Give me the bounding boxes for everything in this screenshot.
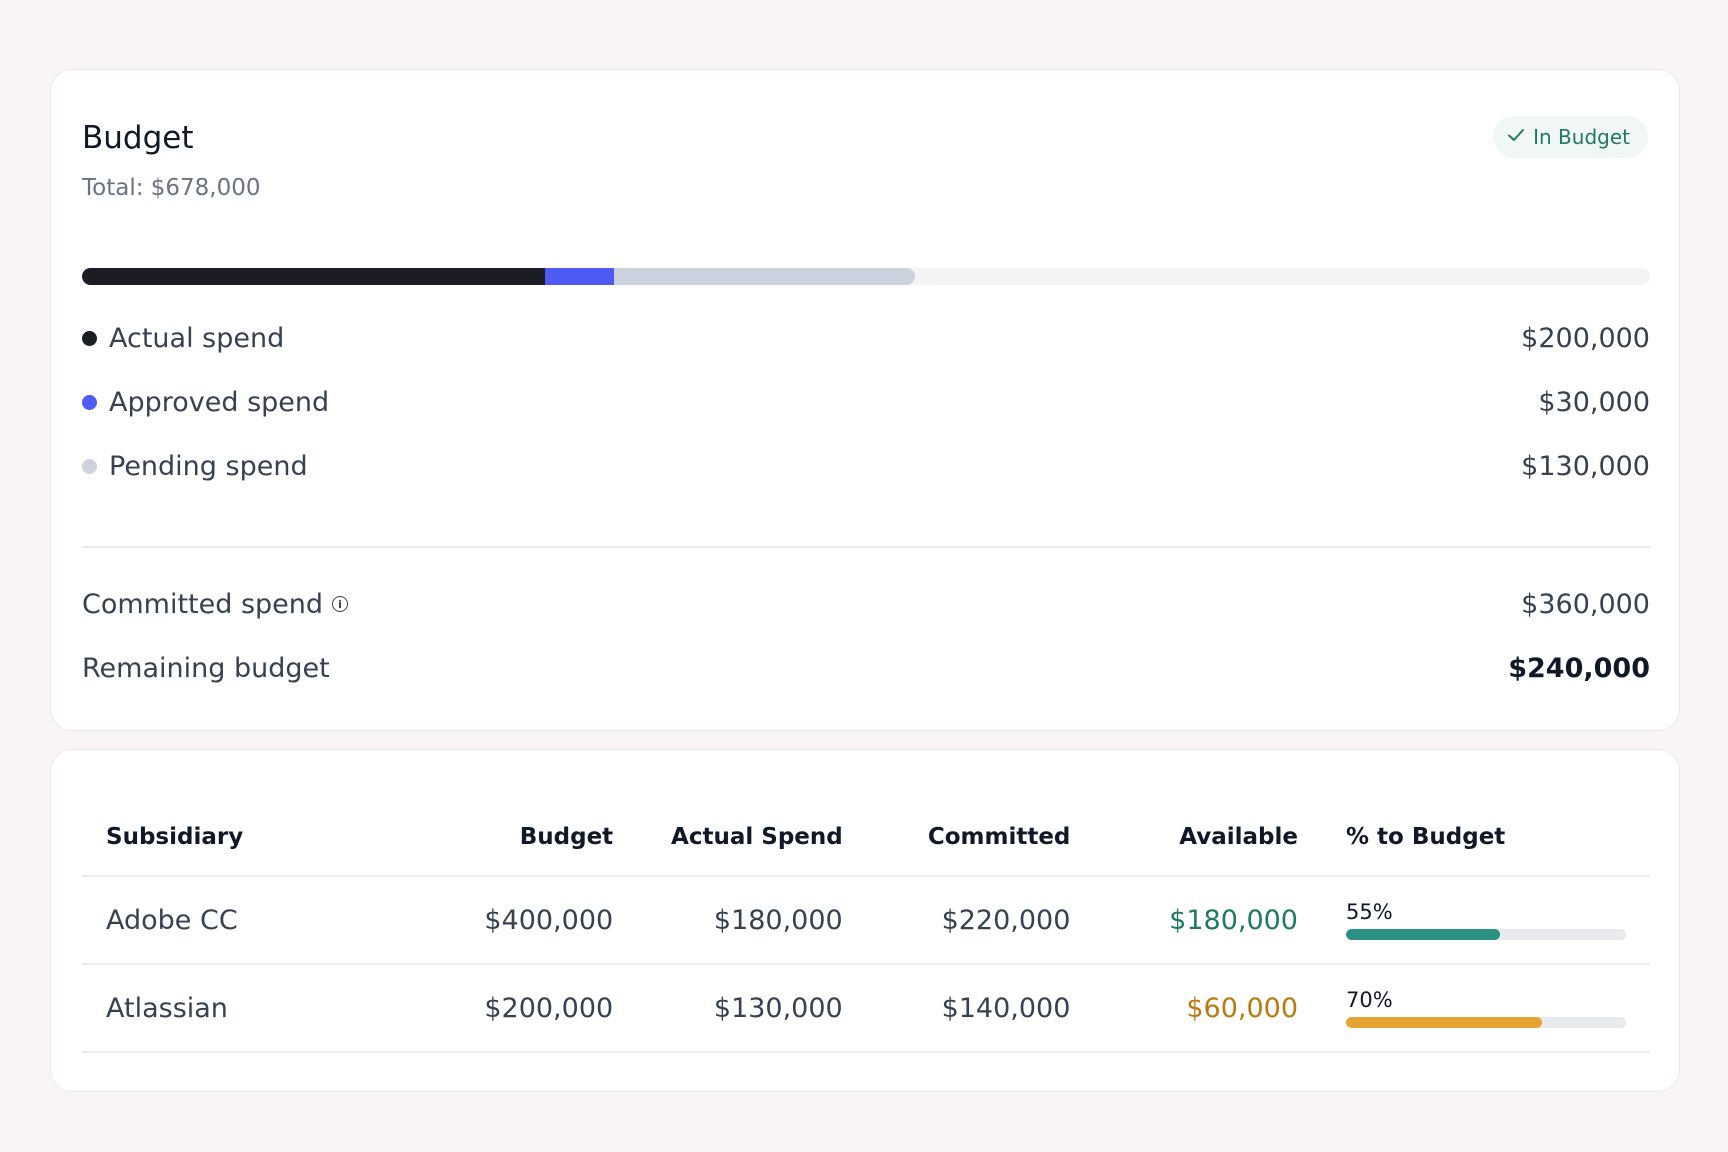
approved-spend-dot [82, 394, 97, 410]
table-row[interactable]: Adobe CC $400,000 $180,000 $220,000 $180… [82, 876, 1650, 965]
actual-spend-dot [82, 330, 97, 346]
column-header-subsidiary: Subsidiary [82, 798, 461, 877]
actual-spend-row: Actual spend $200,000 [82, 318, 1650, 358]
column-header-available: Available [1094, 798, 1322, 877]
table-header-row: Subsidiary Budget Actual Spend Committed… [82, 798, 1650, 877]
table-row[interactable]: Atlassian $200,000 $130,000 $140,000 $60… [82, 964, 1650, 1053]
pending-spend-dot [82, 458, 97, 474]
budget-title: Budget [82, 120, 194, 156]
available-cell: $180,000 [1094, 876, 1322, 965]
available-cell: $60,000 [1094, 964, 1322, 1053]
column-header-budget: Budget [460, 798, 638, 877]
column-header-pct-to-budget: % to Budget [1322, 798, 1650, 877]
approved-spend-segment [544, 268, 614, 285]
pct-progress-track [1346, 1017, 1626, 1028]
pct-progress-track [1346, 929, 1626, 940]
approved-spend-label: Approved spend [109, 386, 330, 418]
pct-to-budget-cell: 70% [1322, 964, 1650, 1053]
subsidiary-name: Adobe CC [82, 876, 461, 965]
remaining-budget-label: Remaining budget [82, 652, 330, 684]
committed-spend-label: Committed spend [82, 588, 324, 620]
pending-spend-value: $130,000 [1521, 450, 1650, 482]
budget-progress-bar [82, 268, 1650, 285]
actual-spend-cell: $180,000 [637, 876, 867, 965]
subsidiary-table-card: Subsidiary Budget Actual Spend Committed… [50, 749, 1680, 1092]
budget-total: Total: $678,000 [82, 175, 261, 201]
column-header-committed: Committed [866, 798, 1095, 877]
pct-progress-fill [1346, 929, 1500, 940]
actual-spend-label: Actual spend [109, 322, 285, 354]
pct-label: 55% [1346, 900, 1393, 924]
pending-spend-row: Pending spend $130,000 [82, 446, 1650, 486]
info-icon[interactable]: i [332, 596, 349, 612]
check-icon [1507, 125, 1525, 149]
pct-progress-fill [1346, 1017, 1542, 1028]
pending-spend-label: Pending spend [109, 450, 308, 482]
column-header-actual-spend: Actual Spend [637, 798, 867, 877]
actual-spend-segment [82, 268, 545, 285]
committed-spend-value: $360,000 [1521, 588, 1650, 620]
remaining-budget-row: Remaining budget $240,000 [82, 648, 1650, 688]
subsidiary-table: Subsidiary Budget Actual Spend Committed… [82, 798, 1650, 1053]
actual-spend-value: $200,000 [1521, 322, 1650, 354]
pct-label: 70% [1346, 988, 1393, 1012]
status-badge-label: In Budget [1533, 125, 1630, 149]
committed-cell: $140,000 [866, 964, 1095, 1053]
subsidiary-name: Atlassian [82, 964, 461, 1053]
pending-spend-segment [613, 268, 915, 285]
status-badge: In Budget [1493, 116, 1648, 158]
budget-cell: $400,000 [460, 876, 638, 965]
committed-cell: $220,000 [866, 876, 1095, 965]
remaining-budget-value: $240,000 [1508, 652, 1650, 684]
approved-spend-row: Approved spend $30,000 [82, 382, 1650, 422]
divider [82, 546, 1650, 548]
pct-to-budget-cell: 55% [1322, 876, 1650, 965]
committed-spend-row: Committed spend i $360,000 [82, 584, 1650, 624]
budget-cell: $200,000 [460, 964, 638, 1053]
budget-card: Budget Total: $678,000 In Budget Actual … [50, 69, 1680, 731]
approved-spend-value: $30,000 [1538, 386, 1650, 418]
actual-spend-cell: $130,000 [637, 964, 867, 1053]
